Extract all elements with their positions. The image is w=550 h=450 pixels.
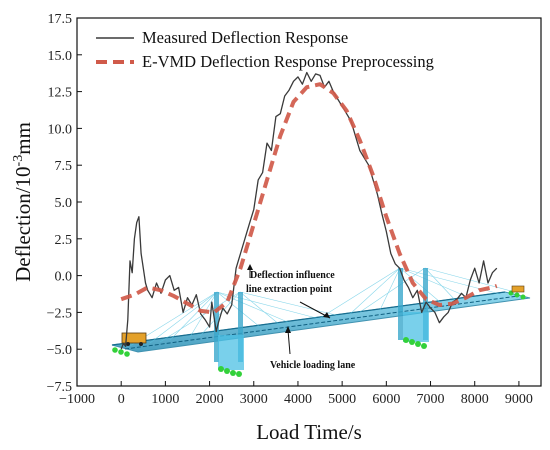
- legend-label-measured: Measured Deflection Response: [142, 28, 348, 47]
- y-axis-title-main: Deflection/10: [11, 166, 35, 281]
- extraction-arrowhead: [323, 312, 330, 318]
- y-tick-label: 15.0: [48, 49, 73, 64]
- lane-arrow: [287, 329, 291, 355]
- x-tick-label: 2000: [196, 392, 224, 407]
- y-tick-label: 12.5: [48, 86, 73, 101]
- x-tick-label: 1000: [151, 392, 179, 407]
- x-tick-label: 5000: [328, 392, 356, 407]
- bridge-illustration: Deflection influence line extraction poi…: [111, 264, 531, 377]
- y-tick-label: 5.0: [55, 196, 73, 211]
- bridge-deck-edge: [111, 291, 506, 346]
- annotation-loading-lane: Vehicle loading lane: [270, 360, 356, 371]
- tower-left-a: [214, 292, 219, 362]
- x-axis-title: Load Time/s: [256, 420, 362, 444]
- x-tick-label: −1000: [59, 392, 95, 407]
- pier-right: [403, 312, 429, 342]
- x-tick-label: 4000: [284, 392, 312, 407]
- plot-frame: [76, 17, 542, 387]
- x-tick-label: 0: [118, 392, 125, 407]
- pier-left: [218, 335, 244, 370]
- y-tick-label: 10.0: [48, 122, 73, 137]
- tower-left-b: [238, 292, 243, 362]
- bridge-supports: [112, 290, 526, 377]
- x-tick-label: 9000: [505, 392, 533, 407]
- vehicle-left: [121, 332, 147, 346]
- y-axis-title: Deflection/10-3mm: [11, 122, 35, 282]
- y-tick-label: −5.0: [47, 343, 72, 358]
- y-axis-title-sup: -3: [11, 155, 26, 167]
- cable-fan-right: [319, 267, 516, 319]
- y-axis-title-unit: mm: [11, 122, 35, 155]
- y-tick-label: 17.5: [48, 12, 73, 27]
- series-layer: [120, 71, 498, 350]
- series-line-measured: [120, 71, 498, 350]
- y-tick-label: −7.5: [47, 380, 72, 395]
- legend-label-evmd: E-VMD Deflection Response Preprocessing: [142, 52, 434, 71]
- x-tick-label: 6000: [372, 392, 400, 407]
- legend: Measured Deflection Response E-VMD Defle…: [96, 28, 434, 71]
- series-line-evmd: [120, 82, 498, 315]
- tower-right-a: [398, 268, 403, 340]
- extraction-arrow-up-head: [247, 264, 253, 270]
- lane-arrowhead: [285, 326, 291, 333]
- annotation-extraction-line2: line extraction point: [246, 284, 333, 295]
- y-tick-label: 0.0: [55, 270, 73, 285]
- vehicle-right: [511, 285, 525, 293]
- y-tick-label: −2.5: [47, 306, 72, 321]
- y-axis-ticks: −7.5 −5.0 −2.5 0.0 2.5 5.0 7.5 10.0 12.5 15.0 17.5: [47, 12, 82, 395]
- x-tick-label: 7000: [417, 392, 445, 407]
- x-tick-label: 3000: [240, 392, 268, 407]
- y-tick-label: 2.5: [55, 233, 73, 248]
- x-tick-label: 8000: [461, 392, 489, 407]
- x-axis-ticks: −1000 0 1000 2000 3000 4000 5000 6000 7000 8000 90…: [59, 381, 533, 407]
- bridge-deck: [111, 291, 531, 353]
- y-tick-label: 7.5: [55, 159, 73, 174]
- annotation-extraction-line1: Deflection influence: [250, 270, 335, 281]
